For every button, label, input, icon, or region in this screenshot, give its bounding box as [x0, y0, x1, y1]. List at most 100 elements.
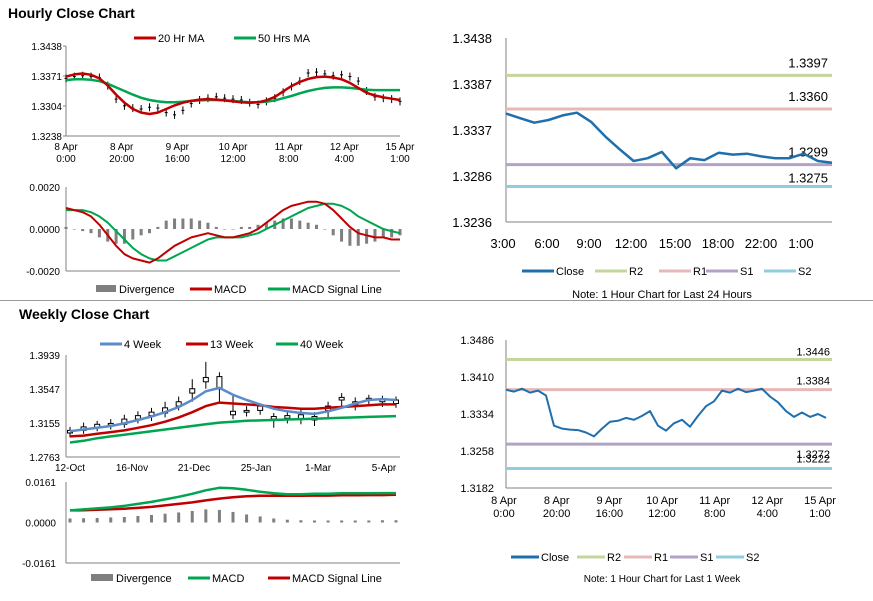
hourly-macd-line	[65, 200, 400, 264]
weekly-divergence-bar	[245, 514, 249, 523]
last-week-legend-close-label: Close	[541, 552, 569, 564]
legend-20hr-ma-label: 20 Hr MA	[158, 33, 205, 45]
weekly-divergence-bar	[380, 520, 384, 523]
hourly-divergence-bar	[323, 229, 327, 230]
hourly-divergence-bar	[64, 226, 68, 229]
hourly-price-x-tick: 11 Apr	[275, 142, 304, 153]
hourly-divergence-bar	[206, 222, 210, 229]
hourly-divergence-bar	[365, 229, 369, 244]
last24h-x-tick: 12:00	[615, 236, 648, 251]
weekly-divergence-bar	[150, 514, 153, 523]
last24h-note: Note: 1 Hour Chart for Last 24 Hours	[572, 289, 752, 301]
hourly-divergence-bar	[89, 229, 93, 234]
hourly-price-x-tick-time: 0:00	[56, 154, 76, 165]
last24h-legend-s1-label: S1	[740, 266, 753, 278]
hourly-divergence-bar	[381, 229, 385, 238]
last24h-level-label-r2: 1.3397	[788, 55, 828, 70]
last24h-y-tick: 1.3337	[452, 123, 492, 138]
hourly-divergence-bar	[248, 226, 252, 229]
last24h-x-tick: 15:00	[659, 236, 692, 251]
hourly-price-x-tick-time: 20:00	[109, 154, 134, 165]
legend-weekly-macd-label: MACD	[212, 573, 244, 585]
hourly-divergence-bar	[356, 229, 360, 246]
weekly-price-y-tick: 1.3547	[29, 385, 60, 396]
last24h-legend-s2-label: S2	[798, 266, 811, 278]
hourly-divergence-bar	[156, 226, 160, 229]
legend-divergence-swatch	[96, 285, 116, 292]
hourly-price-x-tick-time: 16:00	[165, 154, 190, 165]
weekly-macd-y-tick: -0.0161	[22, 559, 56, 570]
weekly-macd-y-tick: 0.0000	[25, 519, 56, 530]
last-week-y-tick: 1.3334	[460, 409, 494, 421]
weekly-divergence-bar	[163, 513, 167, 523]
last24h-y-tick: 1.3286	[452, 169, 492, 184]
weekly-macd-line	[69, 486, 396, 512]
hourly-price-y-tick: 1.3238	[31, 132, 62, 143]
legend-macd-signal-label: MACD Signal Line	[292, 284, 382, 296]
weekly-price-x-tick: 16-Nov	[116, 463, 148, 474]
hourly-divergence-bar	[306, 222, 310, 229]
hourly-divergence-bar	[173, 218, 177, 229]
last-week-x-tick-time: 20:00	[543, 508, 571, 520]
weekly-ma40-line	[69, 414, 397, 444]
last-week-x-tick: 9 Apr	[596, 495, 622, 507]
hourly-price-x-tick: 15 Apr	[386, 142, 416, 153]
hourly-price-x-tick: 8 Apr	[110, 142, 134, 153]
last24h-x-tick: 9:00	[576, 236, 601, 251]
legend-weekly-macd-signal-label: MACD Signal Line	[292, 573, 382, 585]
weekly-candle-body	[189, 388, 196, 394]
last24h-close-line	[505, 111, 833, 170]
weekly-divergence-bar	[299, 520, 303, 523]
last-week-close-line	[505, 387, 827, 438]
last24h-legend-r1-label: R1	[693, 266, 707, 278]
weekly-divergence-bar	[326, 520, 330, 523]
weekly-divergence-bar	[95, 517, 99, 523]
hourly-divergence-bar	[122, 229, 126, 244]
last-week-x-tick-time: 16:00	[596, 508, 624, 520]
hourly-price-x-tick: 12 Apr	[330, 142, 360, 153]
last-week-y-tick: 1.3258	[460, 446, 494, 458]
weekly-signal-line	[69, 493, 397, 512]
hourly-divergence-bar	[256, 224, 260, 229]
weekly-macd-y-tick: 0.0161	[25, 478, 56, 489]
last-week-legend-r2-label: R2	[607, 552, 621, 564]
weekly-divergence-bar	[394, 520, 398, 523]
last24h-legend-close-label: Close	[556, 266, 584, 278]
hourly-price-x-tick-time: 1:00	[390, 154, 410, 165]
legend-weekly-divergence-swatch	[91, 574, 113, 581]
weekly-ma4-line	[69, 386, 397, 433]
last24h-level-label-s2: 1.3275	[788, 170, 828, 185]
last24h-x-tick: 1:00	[788, 236, 813, 251]
weekly-candle-body	[284, 415, 291, 419]
hourly-macd-y-tick: 0.0020	[29, 183, 60, 194]
hourly-divergence-bar	[81, 229, 85, 232]
hourly-divergence-bar	[189, 218, 193, 229]
weekly-price-y-tick: 1.3939	[29, 351, 60, 362]
hourly-macd-y-tick: -0.0020	[26, 267, 60, 278]
hourly-price-y-tick: 1.3438	[31, 42, 62, 53]
last-week-y-tick: 1.3486	[460, 335, 494, 347]
last-week-x-tick: 11 Apr	[699, 495, 730, 507]
legend-macd-label: MACD	[214, 284, 246, 296]
last-week-y-tick: 1.3182	[460, 483, 494, 495]
weekly-divergence-bar	[217, 509, 221, 523]
last-week-level-label-r2: 1.3446	[796, 346, 830, 358]
hourly-divergence-bar	[131, 229, 135, 240]
last-week-legend-s2-label: S2	[746, 552, 759, 564]
last-week-x-tick: 10 Apr	[646, 495, 678, 507]
last24h-level-label-r1: 1.3360	[788, 89, 828, 104]
weekly-candle-body	[230, 410, 236, 416]
last-week-x-tick: 8 Apr	[544, 495, 570, 507]
hourly-divergence-bar	[164, 220, 168, 229]
hourly-divergence-bar	[114, 229, 118, 244]
hourly-divergence-bar	[139, 229, 143, 236]
hourly-price-x-tick: 10 Apr	[219, 142, 249, 153]
hourly-price-x-tick: 8 Apr	[54, 142, 78, 153]
weekly-section-title: Weekly Close Chart	[19, 306, 150, 322]
last-week-x-tick: 8 Apr	[491, 495, 517, 507]
weekly-price-x-tick: 1-Mar	[305, 463, 332, 474]
hourly-divergence-bar	[298, 220, 302, 229]
last-week-x-tick-time: 12:00	[648, 508, 676, 520]
hourly-divergence-bar	[340, 229, 344, 242]
